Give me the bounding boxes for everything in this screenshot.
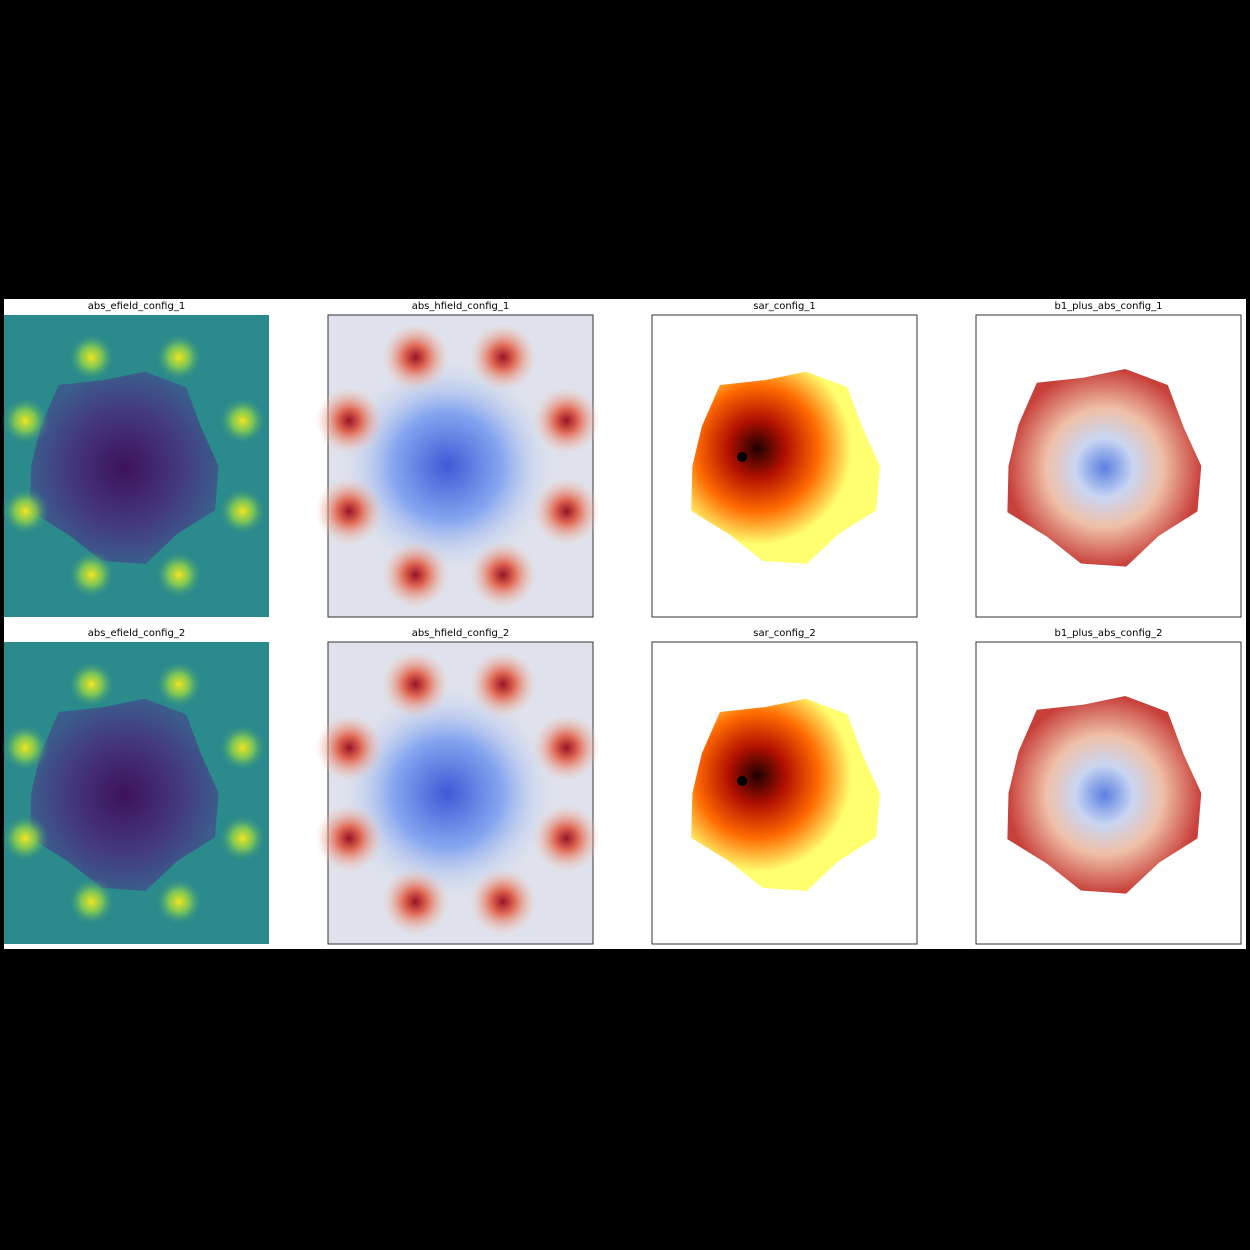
hotspot (218, 814, 267, 863)
field-region (30, 698, 219, 891)
hotspot (315, 713, 384, 782)
hotspot (154, 660, 203, 709)
hotspot (1, 723, 50, 772)
field-region (691, 698, 880, 891)
hotspot (67, 333, 116, 382)
hotspot (532, 386, 601, 455)
hotspot (154, 877, 203, 926)
hotspot (1, 487, 50, 536)
panel-title: abs_efield_config_1 (88, 301, 185, 312)
panel-title: sar_config_1 (753, 301, 815, 312)
panel: abs_efield_config_2 (1, 628, 269, 944)
hotspot (315, 386, 384, 455)
field-center (337, 683, 558, 903)
field-region (1007, 369, 1202, 567)
hotspot (532, 713, 601, 782)
hotspot (67, 877, 116, 926)
panel-title: b1_plus_abs_config_1 (1054, 301, 1162, 312)
field-region (691, 371, 880, 564)
hotspot (154, 550, 203, 599)
panel: abs_hfield_config_2 (315, 628, 601, 945)
panel: abs_hfield_config_1 (315, 301, 601, 618)
hotspot (1, 396, 50, 445)
hotspot (381, 540, 450, 609)
hotspot (468, 650, 537, 719)
panel: sar_config_2 (651, 628, 918, 945)
field-region (30, 371, 219, 564)
hotspot (154, 333, 203, 382)
hotspot (67, 550, 116, 599)
panel-title: abs_efield_config_2 (88, 628, 185, 639)
hotspot (381, 650, 450, 719)
hotspot (381, 323, 450, 392)
panel-title: abs_hfield_config_2 (412, 628, 510, 639)
hotspot (67, 660, 116, 709)
panel: abs_efield_config_1 (1, 301, 269, 617)
hotspot (218, 487, 267, 536)
panel: b1_plus_abs_config_1 (975, 301, 1242, 618)
hotspot (381, 867, 450, 936)
panel: sar_config_1 (651, 301, 918, 618)
field-center (337, 356, 558, 576)
hotspot (1, 814, 50, 863)
hotspot (532, 804, 601, 873)
hotspot (468, 323, 537, 392)
panels: abs_efield_config_1 abs_hfield_config_1 sa… (1, 301, 1242, 945)
hotspot (218, 723, 267, 772)
panel: b1_plus_abs_config_2 (975, 628, 1242, 945)
panel-title: sar_config_2 (753, 628, 815, 639)
hotspot (315, 477, 384, 546)
panel-title: abs_hfield_config_1 (412, 301, 510, 312)
hotspot (218, 396, 267, 445)
field-region (1007, 696, 1202, 894)
hotspot (468, 867, 537, 936)
hotspot (468, 540, 537, 609)
hotspot (737, 775, 748, 786)
panel-title: b1_plus_abs_config_2 (1054, 628, 1162, 639)
hotspot (315, 804, 384, 873)
hotspot (532, 477, 601, 546)
hotspot (737, 451, 748, 462)
